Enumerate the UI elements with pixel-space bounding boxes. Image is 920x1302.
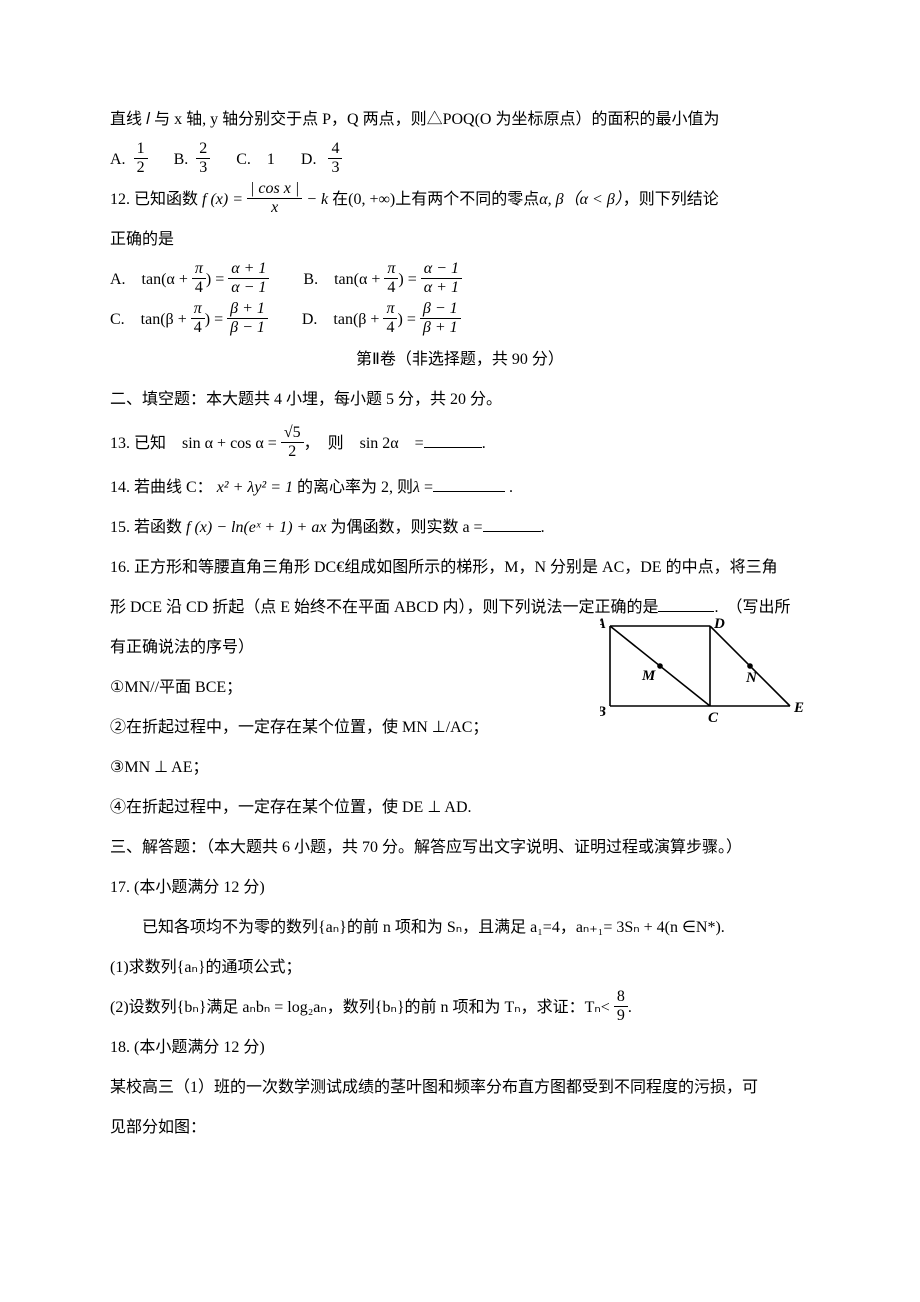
section3-intro: 三、解答题：（本大题共 6 小题，共 70 分。解答应写出文字说明、证明过程或演… [110, 828, 810, 868]
svg-text:M: M [641, 668, 656, 684]
exam-page: 直线 𝑙 与 x 轴, y 轴分别交于点 P，Q 两点，则△POQ(O 为坐标原… [0, 0, 920, 1208]
q17-line3: (2)设数列{bₙ}满足 aₙbₙ = log₂aₙ，数列{bₙ}的前 n 项和… [110, 988, 810, 1028]
q11-opt-c: C. 1 [236, 151, 275, 168]
q12-opt-d: D. tan(β + π4) = β − 1β + 1 [302, 311, 461, 328]
q16-blank [658, 592, 714, 612]
q16-diagram: ADBCEMN [600, 616, 810, 726]
q12-line1: 12. 已知函数 f (x) = | cos x |x − k 在(0, +∞)… [110, 180, 810, 220]
q18-line1: 某校高三（1）班的一次数学测试成绩的茎叶图和频率分布直方图都受到不同程度的污损，… [110, 1068, 810, 1108]
q15-blank [483, 512, 541, 532]
q15: 15. 若函数 f (x) − ln(eˣ + 1) + ax 为偶函数，则实数… [110, 508, 810, 548]
q18-heading: 18. (本小题满分 12 分) [110, 1028, 810, 1068]
q13-blank [424, 428, 482, 448]
q16-line1: 16. 正方形和等腰直角三角形 DC€组成如图所示的梯形，M，N 分别是 AC，… [110, 548, 810, 588]
q12-line2: 正确的是 [110, 220, 810, 260]
q11-options: A. 12 B. 23 C. 1 D. 43 [110, 140, 810, 180]
section2-intro: 二、填空题：本大题共 4 小埋，每小题 5 分，共 20 分。 [110, 380, 810, 420]
q11-text: 直线 𝑙 与 x 轴, y 轴分别交于点 P，Q 两点，则△POQ(O 为坐标原… [110, 100, 810, 140]
q14-blank [433, 472, 505, 492]
section2-heading: 第Ⅱ卷（非选择题，共 90 分） [110, 340, 810, 380]
q12-opts-row1: A. tan(α + π4) = α + 1α − 1 B. tan(α + π… [110, 260, 810, 300]
q17-line1: 已知各项均不为零的数列{aₙ}的前 n 项和为 Sₙ，且满足 a₁=4，aₙ₊₁… [110, 908, 810, 948]
q16-line2: 形 DCE 沿 CD 折起（点 E 始终不在平面 ABCD 内），则下列说法一定… [110, 588, 810, 628]
q17-heading: 17. (本小题满分 12 分) [110, 868, 810, 908]
q11-opt-b: B. 23 [174, 151, 215, 168]
q12-opt-a: A. tan(α + π4) = α + 1α − 1 [110, 271, 273, 288]
q11-opt-a: A. 12 [110, 151, 152, 168]
svg-text:B: B [600, 704, 606, 720]
q16-item3: ③MN ⊥ AE； [110, 748, 810, 788]
q17-line2: (1)求数列{aₙ}的通项公式； [110, 948, 810, 988]
q18-line2: 见部分如图： [110, 1108, 810, 1148]
svg-text:E: E [793, 700, 804, 716]
q12-opts-row2: C. tan(β + π4) = β + 1β − 1 D. tan(β + π… [110, 300, 810, 340]
q12-opt-c: C. tan(β + π4) = β + 1β − 1 [110, 311, 272, 328]
q12-opt-b: B. tan(α + π4) = α − 1α + 1 [303, 271, 462, 288]
q16-item4: ④在折起过程中，一定存在某个位置，使 DE ⊥ AD. [110, 788, 810, 828]
q13: 13. 已知 sin α + cos α = √52， 则 sin 2α =. [110, 420, 810, 468]
svg-text:C: C [708, 710, 719, 726]
q11-opt-d: D. 43 [301, 151, 343, 168]
svg-text:N: N [745, 670, 758, 686]
q14: 14. 若曲线 C： x² + λy² = 1 的离心率为 2, 则λ = . [110, 468, 810, 508]
